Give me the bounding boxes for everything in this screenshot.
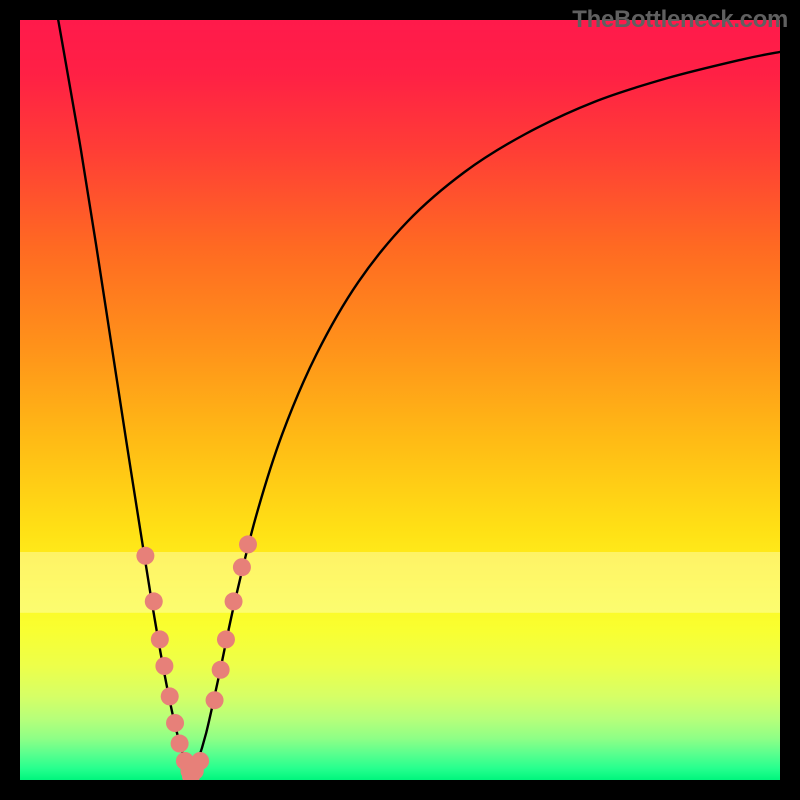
bottleneck-chart: TheBottleneck.com bbox=[0, 0, 800, 800]
data-marker bbox=[166, 714, 184, 732]
data-marker bbox=[151, 630, 169, 648]
gradient-background bbox=[20, 20, 780, 780]
data-marker bbox=[145, 592, 163, 610]
data-marker bbox=[155, 657, 173, 675]
data-marker bbox=[191, 752, 209, 770]
data-marker bbox=[161, 687, 179, 705]
data-marker bbox=[171, 735, 189, 753]
data-marker bbox=[212, 661, 230, 679]
chart-svg bbox=[0, 0, 800, 800]
data-marker bbox=[136, 547, 154, 565]
data-marker bbox=[225, 592, 243, 610]
data-marker bbox=[239, 535, 257, 553]
data-marker bbox=[206, 691, 224, 709]
data-marker bbox=[217, 630, 235, 648]
data-marker bbox=[233, 558, 251, 576]
watermark-text: TheBottleneck.com bbox=[572, 6, 788, 34]
cream-band bbox=[20, 552, 780, 613]
